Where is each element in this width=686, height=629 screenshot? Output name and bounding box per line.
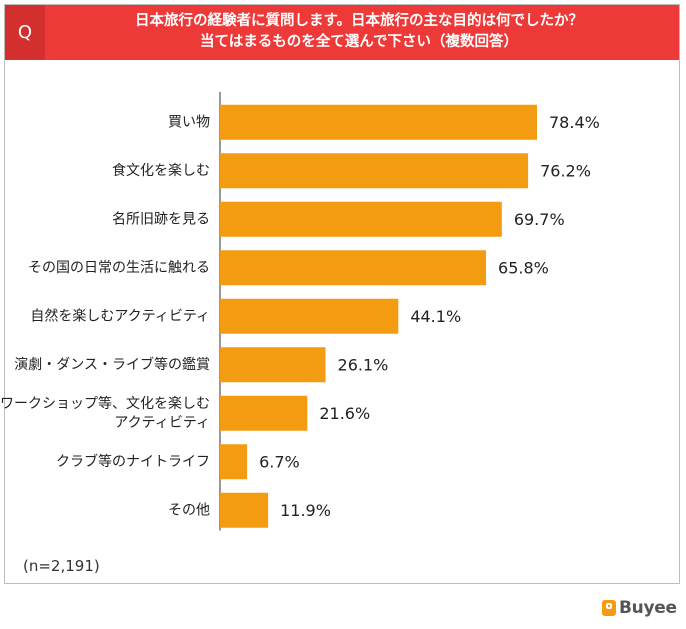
value-label-5: 44.1%	[410, 307, 461, 326]
category-label-7: ワークショップ等、文化を楽しむアクティビティ	[0, 395, 210, 431]
category-label-8: クラブ等のナイトライフ	[56, 453, 210, 470]
value-label-9: 11.9%	[280, 501, 331, 520]
value-label-4: 65.8%	[498, 258, 549, 277]
value-label-3: 69.7%	[514, 210, 565, 229]
category-label-2: 食文化を楽しむ	[112, 162, 210, 179]
category-label-5: 自然を楽しむアクティビティ	[30, 307, 210, 324]
sample-size-note: (n=2,191)	[23, 557, 100, 575]
q-label: Q	[17, 22, 33, 43]
question-line-2: 当てはまるものを全て選んで下さい（複数回答）	[200, 34, 518, 50]
category-label-1: 買い物	[168, 114, 210, 130]
category-label-4: その国の日常の生活に触れる	[28, 260, 210, 276]
category-label-6: 演劇・ダンス・ライブ等の鑑賞	[14, 356, 210, 373]
value-label-2: 76.2%	[540, 161, 591, 180]
bag-icon	[602, 600, 616, 616]
question-line-1: 日本旅行の経験者に質問します。日本旅行の主な目的は何でしたか？	[134, 13, 584, 29]
bar-3	[220, 201, 502, 237]
bar-7	[220, 395, 308, 431]
bar-6	[220, 347, 326, 383]
chart-frame: Q 日本旅行の経験者に質問します。日本旅行の主な目的は何でしたか？ 当てはまるも…	[4, 4, 680, 584]
question-text: 日本旅行の経験者に質問します。日本旅行の主な目的は何でしたか？ 当てはまるものを…	[49, 11, 669, 53]
value-label-1: 78.4%	[549, 113, 600, 132]
bar-1	[220, 104, 537, 140]
bar-4	[220, 250, 487, 286]
value-label-6: 26.1%	[338, 355, 389, 374]
question-header: Q 日本旅行の経験者に質問します。日本旅行の主な目的は何でしたか？ 当てはまるも…	[5, 5, 679, 60]
bar-2	[220, 153, 529, 189]
value-label-7: 21.6%	[319, 404, 370, 423]
buyee-logo: Buyee	[602, 597, 677, 619]
bar-5	[220, 298, 399, 334]
q-badge: Q	[5, 5, 45, 60]
logo-text: Buyee	[619, 598, 677, 618]
category-label-9: その他	[168, 502, 210, 518]
value-label-8: 6.7%	[259, 452, 300, 471]
bar-9	[220, 492, 269, 528]
category-label-3: 名所旧跡を見る	[112, 211, 210, 227]
bar-8	[220, 444, 248, 480]
